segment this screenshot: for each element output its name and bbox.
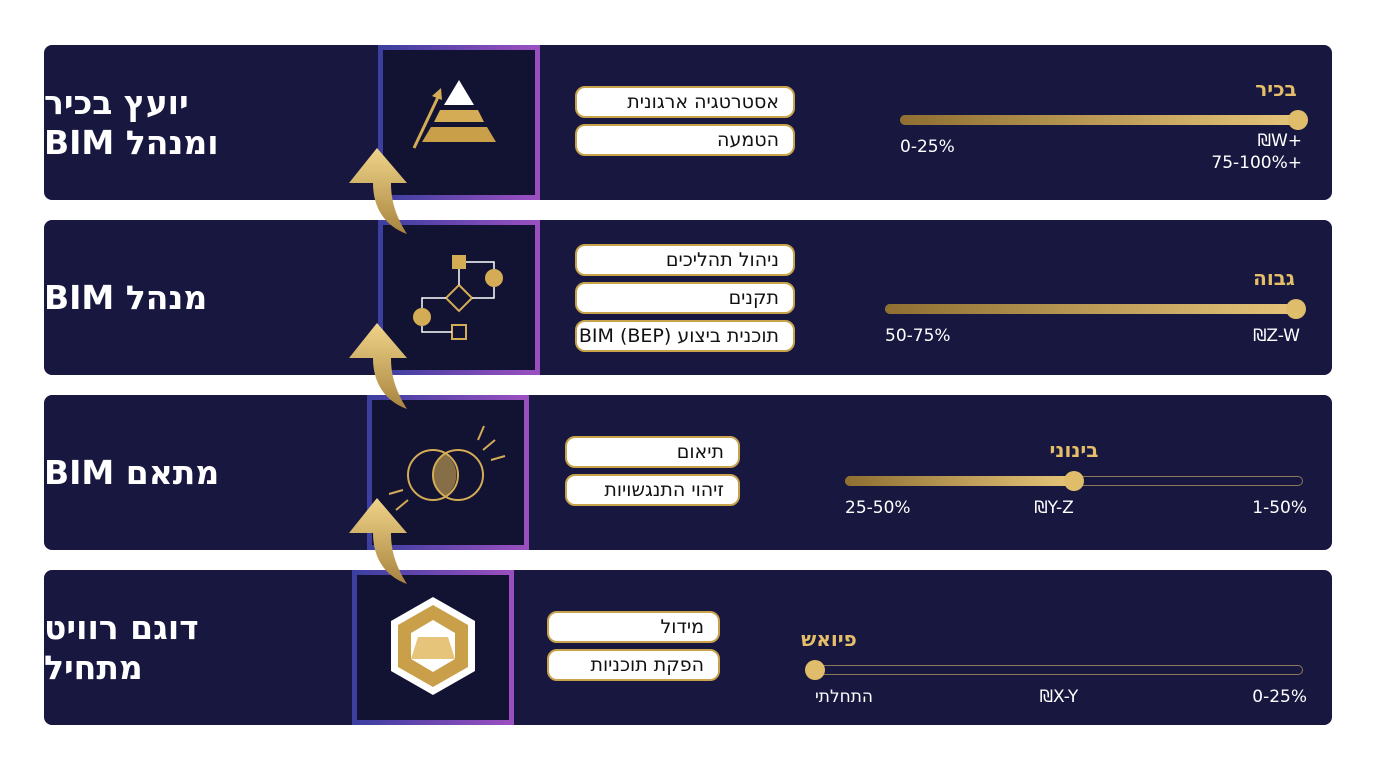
skill-tag: מידול <box>547 611 720 643</box>
range-label: 0-25% <box>1252 687 1307 707</box>
title-line: דוגם רוויט <box>44 607 199 647</box>
range-label: התחלתי <box>815 687 874 707</box>
row-title: מתאם BIM <box>44 395 292 550</box>
title-line: יועץ בכיר <box>44 82 189 122</box>
skill-tag: ניהול תהליכים <box>575 244 795 276</box>
skill-tag: הפקת תוכניות <box>547 649 720 681</box>
range-label: ₪W+ <box>1257 131 1302 151</box>
range-label: 0-25% <box>900 137 955 157</box>
role-icon <box>391 597 475 695</box>
slider-fill <box>900 115 1298 125</box>
role-icon <box>388 425 506 511</box>
skill-tag: תיאום <box>565 436 740 468</box>
skill-tag: הטמעה <box>575 124 795 156</box>
skill-tag: זיהוי התנגשויות <box>565 474 740 506</box>
icon-box <box>367 395 529 550</box>
row-title: דוגם רוויט מתחיל <box>44 570 277 725</box>
row-card: יועץ בכיר ומנהל BIM אסטרטגיה ארגונית הטמעה ב… <box>44 45 1332 200</box>
range-label: 25-50% <box>845 498 911 518</box>
slider-thumb <box>805 660 825 680</box>
skill-tag: אסטרטגיה ארגונית <box>575 86 795 118</box>
level-label: גבוה <box>1253 266 1295 290</box>
range-label: ₪Z-W <box>1253 326 1300 346</box>
role-icon <box>413 255 503 340</box>
slider-fill <box>885 304 1296 314</box>
progress-arrow <box>349 148 407 234</box>
progress-arrow <box>349 323 407 409</box>
range-label: 50-75% <box>885 326 951 346</box>
slider-thumb <box>1064 471 1084 491</box>
level-label: בינוני <box>1049 438 1099 462</box>
progress-arrow <box>349 498 407 584</box>
range-label: 1-50% <box>1252 498 1307 518</box>
role-icon <box>412 80 496 149</box>
row-card: דוגם רוויט מתחיל מידול הפקת תוכניות פיואש התח… <box>44 570 1332 725</box>
range-label: ₪X-Y <box>1039 687 1079 707</box>
skill-tag: תוכנית ביצוע BIM (BEP) <box>575 320 795 352</box>
slider-thumb <box>1288 110 1308 130</box>
title-line: מתאם BIM <box>44 452 220 492</box>
title-line: ומנהל BIM <box>44 122 219 162</box>
slider-track <box>815 665 1303 675</box>
range-label: ₪Y-Z <box>1034 498 1074 518</box>
icon-box <box>378 220 540 375</box>
level-label: בכיר <box>1255 77 1297 101</box>
range-label: 75-100%+ <box>1211 153 1302 173</box>
icon-box <box>352 570 514 725</box>
icon-box <box>378 45 540 200</box>
title-line: מתחיל <box>44 647 143 687</box>
level-label: פיואש <box>801 627 857 651</box>
title-line: מנהל BIM <box>44 277 208 317</box>
row-card: מתאם BIM תיאום זיהוי התנגשויות בינוני 25-50%… <box>44 395 1332 550</box>
skill-tag: תקנים <box>575 282 795 314</box>
row-title: יועץ בכיר ומנהל BIM <box>44 45 303 200</box>
slider-fill <box>845 476 1074 486</box>
row-card: מנהל BIM ניהול תהליכים תקנים תוכנית ביצוע B… <box>44 220 1332 375</box>
row-title: מנהל BIM <box>44 220 303 375</box>
slider-thumb <box>1286 299 1306 319</box>
